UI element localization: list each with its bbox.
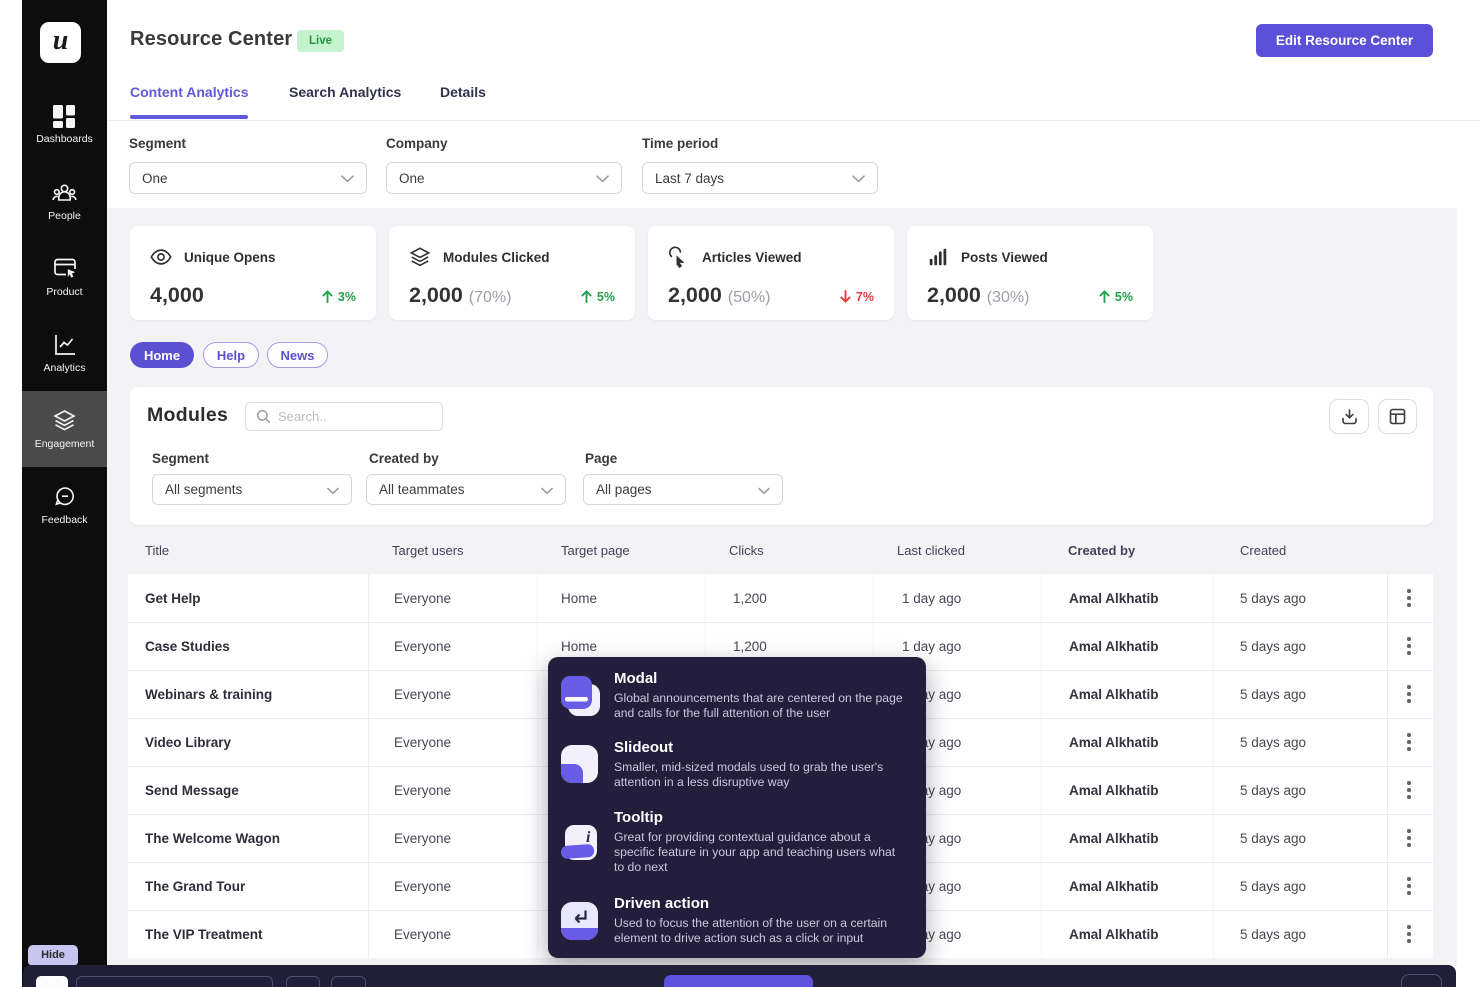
svg-text:i: i <box>586 829 591 846</box>
